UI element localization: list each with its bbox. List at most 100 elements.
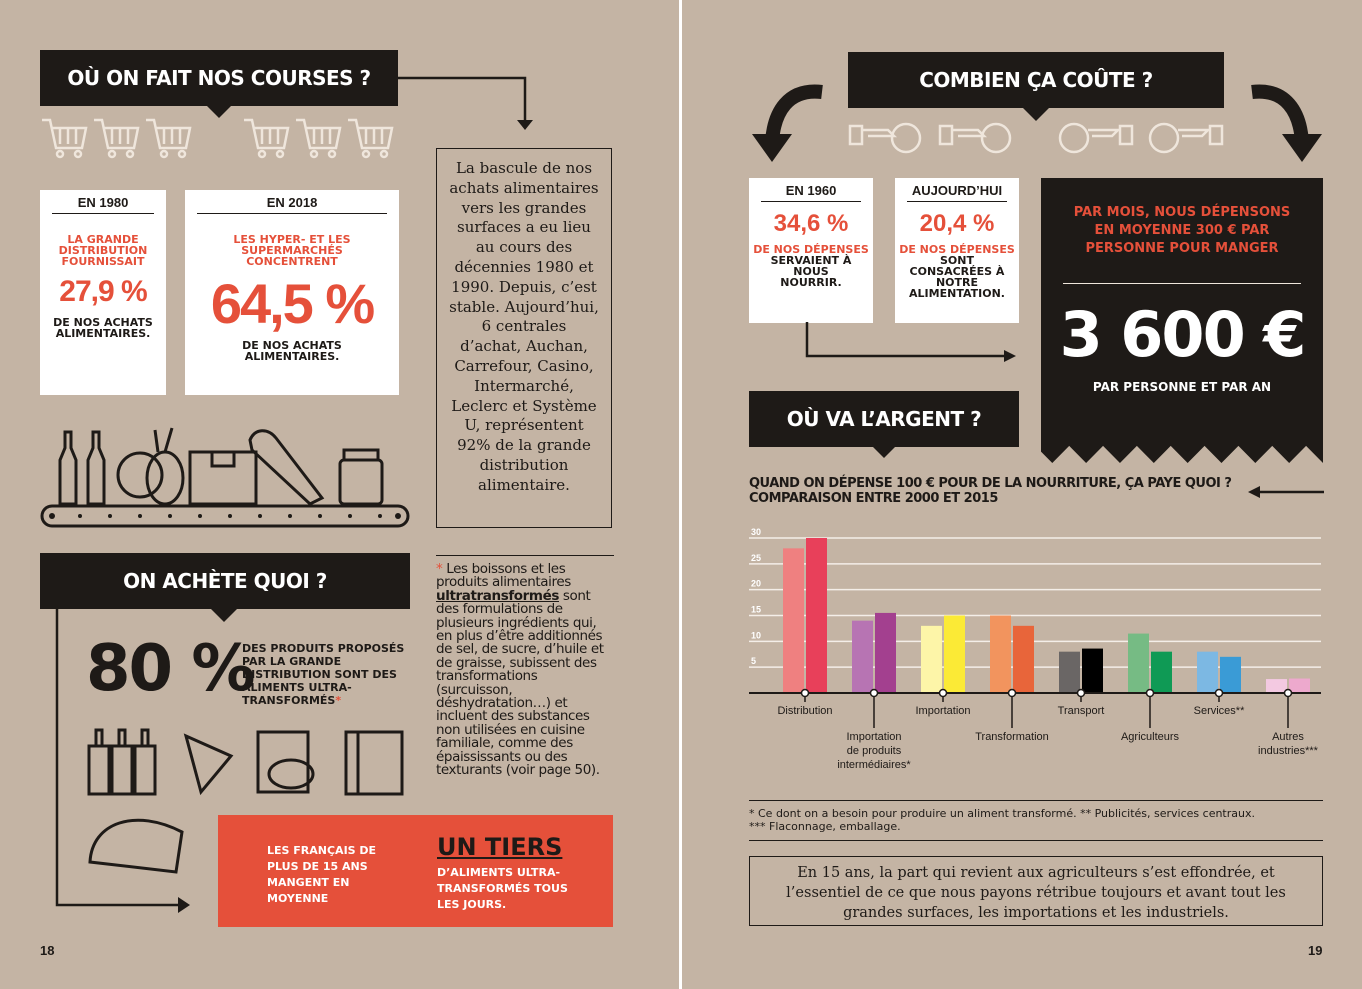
section-title-cost: COMBIEN ÇA COÛTE ? bbox=[848, 52, 1224, 108]
page-number: 18 bbox=[40, 943, 55, 958]
card-year: EN 2018 bbox=[197, 190, 387, 214]
card-year: EN 1980 bbox=[52, 190, 154, 214]
section-title-what: ON ACHÈTE QUOI ? bbox=[40, 553, 410, 609]
arrow-icon bbox=[805, 322, 1016, 362]
card-lead: LES HYPER- ET LES SUPERMARCHÉS CONCENTRE… bbox=[233, 233, 351, 268]
bar-2015 bbox=[1220, 656, 1241, 693]
bar-2000 bbox=[990, 615, 1011, 693]
section-title-money: OÙ VA L’ARGENT ? bbox=[749, 391, 1019, 447]
y-tick-label: 20 bbox=[751, 579, 761, 589]
card-tail: DE NOS ACHATS ALIMENTAIRES. bbox=[242, 339, 342, 363]
bar-chart: 5 10 15 20 25 30 Distribution Importation de pro… bbox=[749, 528, 1321, 771]
x-category-label: Importation bbox=[915, 705, 970, 717]
bar-2000 bbox=[921, 625, 942, 693]
conclusion-box: En 15 ans, la part qui revient aux agric… bbox=[749, 856, 1323, 926]
bar-2000 bbox=[1128, 633, 1149, 693]
bar-2000 bbox=[852, 620, 873, 693]
monthly-spend: PAR MOIS, NOUS DÉPENSONS EN MOYENNE 300 … bbox=[1073, 205, 1291, 256]
footnote: * Ce dont on a besoin pour produire un a… bbox=[749, 807, 1255, 820]
ultra-processed-footnote: * Les boissons et les produits alimentai… bbox=[436, 561, 614, 779]
axis-marker bbox=[1214, 688, 1224, 698]
card-value: 34,6 % bbox=[773, 210, 849, 237]
right-page: COMBIEN ÇA COÛTE ? EN 1960 34,6 % DE NOS… bbox=[682, 0, 1362, 989]
chart-footnotes: * Ce dont on a besoin pour produire un a… bbox=[749, 807, 1255, 833]
banner-big: UN TIERS bbox=[437, 833, 563, 861]
bar-2015 bbox=[806, 538, 827, 693]
left-page: OÙ ON FAIT NOS COURSES ? EN 1980 LA GRAN… bbox=[0, 0, 679, 989]
title-pointer bbox=[210, 608, 238, 622]
card-value: 27,9 % bbox=[59, 275, 147, 308]
note-bold-term: ultratransformés bbox=[436, 587, 559, 604]
curved-arrow-left-icon bbox=[752, 84, 823, 162]
banner-lead: LES FRANÇAIS DE PLUS DE 15 ANS MANGENT E… bbox=[267, 844, 377, 905]
axis-marker bbox=[1076, 688, 1086, 698]
axis-marker bbox=[869, 688, 879, 698]
y-tick-label: 5 bbox=[751, 656, 756, 666]
y-tick-label: 10 bbox=[751, 630, 761, 640]
card-year: EN 1960 bbox=[761, 178, 861, 202]
x-category-label: Services** bbox=[1194, 705, 1245, 717]
x-category-label: de produits bbox=[847, 745, 902, 757]
card-value: 64,5 % bbox=[210, 272, 375, 335]
footnote: *** Flaconnage, emballage. bbox=[749, 820, 901, 833]
axis-marker bbox=[1145, 688, 1155, 698]
card-value: 20,4 % bbox=[919, 210, 995, 237]
card-year: AUJOURD’HUI bbox=[907, 178, 1007, 202]
page-number: 19 bbox=[1308, 943, 1323, 958]
chart-subtitle: COMPARAISON ENTRE 2000 ET 2015 bbox=[749, 491, 998, 506]
arrow-left-icon bbox=[1248, 486, 1324, 498]
bar-2000 bbox=[1059, 651, 1080, 693]
chart-question: QUAND ON DÉPENSE 100 € POUR DE LA NOURRI… bbox=[749, 476, 1232, 491]
y-tick-label: 30 bbox=[751, 528, 761, 537]
title-pointer bbox=[205, 104, 233, 118]
annual-spend-panel: PAR MOIS, NOUS DÉPENSONS EN MOYENNE 300 … bbox=[1041, 178, 1323, 463]
title-pointer bbox=[1022, 107, 1050, 121]
info-box: La bascule de nos achats alimentaires ve… bbox=[436, 148, 612, 528]
arrow-icon bbox=[55, 605, 190, 913]
highlight-banner: LES FRANÇAIS DE PLUS DE 15 ANS MANGENT E… bbox=[218, 815, 613, 927]
stat-card-2018: EN 2018 LES HYPER- ET LES SUPERMARCHÉS C… bbox=[185, 190, 399, 395]
note-star: * bbox=[436, 561, 443, 577]
card-tail: DE NOS ACHATS ALIMENTAIRES. bbox=[53, 316, 153, 340]
x-category-label: Transformation bbox=[975, 731, 1049, 743]
stat-card-today: AUJOURD’HUI 20,4 % DE NOS DÉPENSES SONT … bbox=[895, 178, 1019, 323]
bar-2000 bbox=[1266, 679, 1287, 693]
section-title-shopping: OÙ ON FAIT NOS COURSES ? bbox=[40, 50, 398, 106]
card-lead: LA GRANDE DISTRIBUTION FOURNISSAIT bbox=[58, 233, 148, 268]
bar-2015 bbox=[1082, 648, 1103, 693]
bar-2015 bbox=[1013, 625, 1034, 693]
bar-2015 bbox=[944, 615, 965, 693]
chart-title: QUAND ON DÉPENSE 100 € POUR DE LA NOURRI… bbox=[749, 476, 1232, 506]
footnote-star: * bbox=[335, 694, 342, 707]
x-category-label: intermédiaires* bbox=[837, 759, 911, 771]
curved-arrow-right-icon bbox=[1251, 84, 1322, 162]
annual-caption: PAR PERSONNE ET PAR AN bbox=[1092, 380, 1272, 394]
big-stat: 80 % bbox=[86, 632, 255, 706]
axis-marker bbox=[938, 688, 948, 698]
bar-2015 bbox=[1151, 651, 1172, 693]
x-category-label: Autres bbox=[1272, 731, 1304, 743]
bar-2015 bbox=[1289, 678, 1310, 693]
x-category-label: Transport bbox=[1058, 705, 1105, 717]
shopping-cart-icons bbox=[42, 118, 394, 159]
annual-value: 3 600 € bbox=[1059, 298, 1307, 371]
axis-marker bbox=[800, 688, 810, 698]
money-hand-icons bbox=[848, 122, 1224, 154]
banner-tail: D’ALIMENTS ULTRA-TRANSFORMÉS TOUS LES JO… bbox=[437, 866, 568, 911]
bar-2015 bbox=[875, 612, 896, 693]
note-text: sont des formulations de plusieurs ingré… bbox=[436, 587, 604, 779]
x-category-label: Distribution bbox=[777, 705, 832, 717]
title-pointer bbox=[872, 446, 896, 458]
food-product-icons bbox=[87, 728, 404, 874]
arrow-icon bbox=[398, 76, 533, 130]
y-tick-label: 25 bbox=[751, 553, 761, 563]
note-text: Les boissons et les produits alimentaire… bbox=[436, 561, 571, 591]
card-tail: SERVAIENT À NOUS NOURRIR. bbox=[770, 254, 852, 289]
card-lead: DE NOS DÉPENSES bbox=[899, 243, 1015, 256]
bar-2000 bbox=[1197, 651, 1218, 693]
axis-marker bbox=[1007, 688, 1017, 698]
conveyor-belt-illustration bbox=[40, 427, 410, 528]
card-tail: SONT CONSACRÉES À NOTRE ALIMENTATION. bbox=[909, 254, 1005, 300]
bar-2000 bbox=[783, 548, 804, 693]
axis-marker bbox=[1283, 688, 1293, 698]
